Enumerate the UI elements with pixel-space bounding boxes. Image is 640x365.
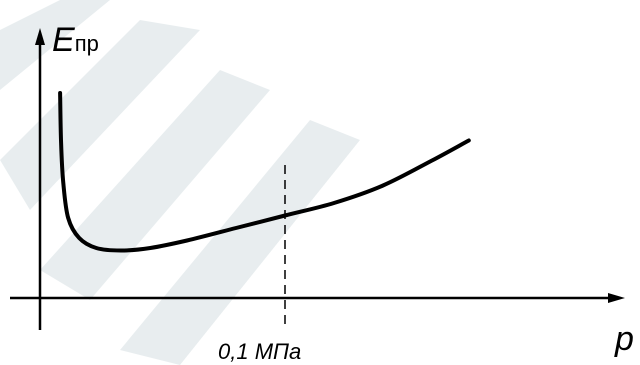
y-axis-arrow (35, 28, 45, 45)
x-axis-label: p (615, 320, 634, 358)
x-axis-arrow (608, 293, 625, 303)
series-curve (58, 91, 471, 253)
y-axis-label: Eпр (52, 23, 99, 57)
y-axis-label-sub: пр (74, 31, 99, 56)
y-axis-label-main: E (52, 21, 75, 59)
reference-annotation: 0,1 МПа (218, 339, 302, 364)
